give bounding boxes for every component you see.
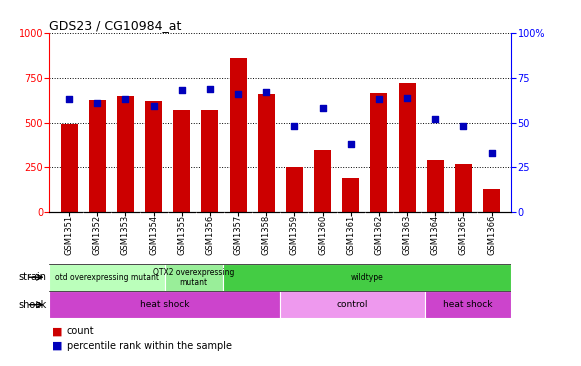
Text: OTX2 overexpressing
mutant: OTX2 overexpressing mutant	[153, 268, 234, 287]
Point	[177, 87, 187, 93]
Text: GSM1358: GSM1358	[262, 215, 271, 255]
Bar	[229, 58, 246, 212]
Text: GSM1366: GSM1366	[487, 215, 496, 255]
Point	[234, 91, 243, 97]
Bar	[281, 291, 425, 318]
Point	[92, 100, 102, 106]
Point	[487, 150, 496, 156]
Point	[121, 96, 130, 102]
Point	[261, 89, 271, 95]
Bar	[342, 178, 359, 212]
Text: GSM1361: GSM1361	[346, 215, 355, 255]
Text: wildtype: wildtype	[350, 273, 383, 282]
Point	[149, 104, 158, 109]
Text: GSM1362: GSM1362	[374, 215, 383, 255]
Bar	[60, 124, 77, 212]
Bar	[425, 291, 511, 318]
Point	[318, 105, 327, 111]
Text: GSM1353: GSM1353	[121, 215, 130, 255]
Text: GSM1365: GSM1365	[459, 215, 468, 255]
Point	[346, 141, 356, 147]
Bar	[455, 164, 472, 212]
Bar	[49, 291, 281, 318]
Text: GSM1357: GSM1357	[234, 215, 243, 255]
Bar	[117, 96, 134, 212]
Text: strain: strain	[19, 272, 46, 282]
Text: otd overexpressing mutant: otd overexpressing mutant	[55, 273, 159, 282]
Text: GSM1363: GSM1363	[403, 215, 411, 255]
Bar	[427, 160, 444, 212]
Text: ■: ■	[52, 341, 63, 351]
Text: count: count	[67, 326, 95, 336]
Text: control: control	[337, 300, 368, 309]
Point	[431, 116, 440, 122]
Text: GSM1351: GSM1351	[64, 215, 74, 255]
Point	[459, 123, 468, 129]
Bar	[371, 93, 388, 212]
Bar	[314, 150, 331, 212]
Point	[374, 96, 383, 102]
Bar	[399, 83, 415, 212]
Text: GSM1364: GSM1364	[431, 215, 440, 255]
Bar	[223, 264, 511, 291]
Text: GSM1355: GSM1355	[177, 215, 187, 255]
Point	[290, 123, 299, 129]
Bar	[286, 167, 303, 212]
Bar	[145, 101, 162, 212]
Bar	[49, 264, 165, 291]
Text: percentile rank within the sample: percentile rank within the sample	[67, 341, 232, 351]
Point	[205, 86, 214, 92]
Text: GDS23 / CG10984_at: GDS23 / CG10984_at	[49, 19, 182, 32]
Text: heat shock: heat shock	[443, 300, 493, 309]
Bar	[89, 100, 106, 212]
Text: heat shock: heat shock	[140, 300, 189, 309]
Text: GSM1356: GSM1356	[206, 215, 214, 255]
Bar	[258, 94, 275, 212]
Point	[64, 96, 74, 102]
Text: GSM1359: GSM1359	[290, 215, 299, 255]
Bar	[165, 264, 223, 291]
Bar	[483, 189, 500, 212]
Text: GSM1352: GSM1352	[93, 215, 102, 255]
Bar	[173, 110, 190, 212]
Text: shock: shock	[18, 300, 46, 310]
Bar	[202, 110, 218, 212]
Text: GSM1354: GSM1354	[149, 215, 158, 255]
Text: ■: ■	[52, 326, 63, 336]
Text: GSM1360: GSM1360	[318, 215, 327, 255]
Point	[403, 94, 412, 100]
